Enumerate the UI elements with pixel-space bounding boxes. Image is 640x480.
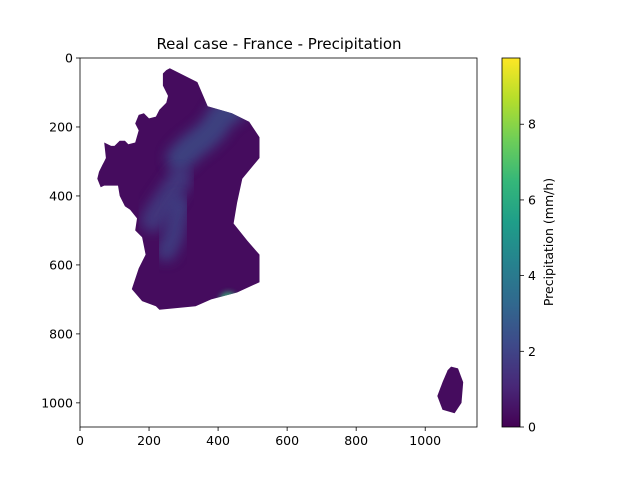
y-axis: 0 200 400 600 800 1000 (41, 51, 80, 410)
colorbar-tick-label: 8 (528, 117, 536, 132)
precipitation-band (140, 166, 193, 233)
y-tick-label: 1000 (41, 395, 73, 410)
x-tick-label: 800 (344, 433, 368, 448)
chart-title: Real case - France - Precipitation (156, 35, 401, 53)
x-tick-label: 200 (137, 433, 161, 448)
axes-frame (79, 57, 478, 428)
colorbar-label: Precipitation (mm/h) (541, 178, 556, 306)
colorbar-frame (501, 57, 521, 428)
plot-area: 0 200 400 600 800 1000 0 200 400 600 800 1000 (41, 51, 478, 448)
axes-background (80, 58, 477, 427)
y-tick-label: 0 (65, 51, 73, 66)
region-corsica (437, 366, 464, 414)
colorbar-tick-label: 4 (528, 268, 536, 283)
colorbar-tick-label: 0 (528, 420, 536, 435)
x-tick-label: 0 (76, 433, 84, 448)
x-axis: 0 200 400 600 800 1000 (76, 427, 441, 448)
y-tick-label: 200 (49, 119, 73, 134)
y-tick-label: 800 (49, 326, 73, 341)
colorbar-ticks: 0 2 4 6 8 (520, 117, 536, 435)
x-tick-label: 1000 (409, 433, 441, 448)
x-tick-label: 600 (275, 433, 299, 448)
colorbar-tick-label: 6 (528, 192, 536, 207)
precipitation-band (166, 95, 246, 172)
precipitation-band (155, 195, 191, 262)
x-tick-label: 400 (206, 433, 230, 448)
colorbar: 0 2 4 6 8 Precipitation (mm/h) (501, 57, 556, 435)
y-tick-label: 400 (49, 188, 73, 203)
colorbar-bar (502, 58, 520, 427)
colorbar-tick-label: 2 (528, 344, 536, 359)
y-tick-label: 600 (49, 257, 73, 272)
